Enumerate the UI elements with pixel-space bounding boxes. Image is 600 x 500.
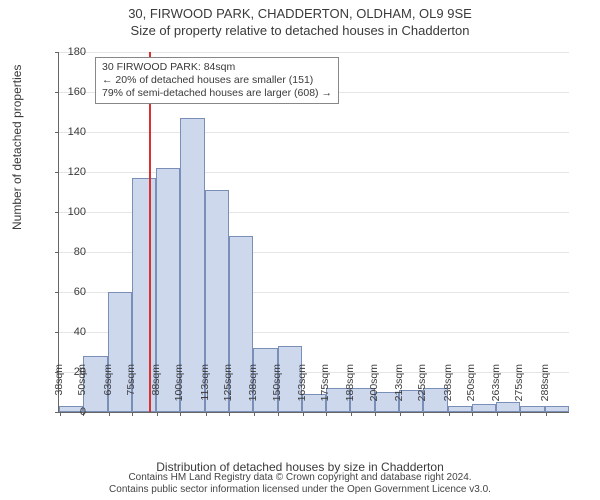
reference-line xyxy=(149,52,151,412)
xtick-label: 175sqm xyxy=(319,364,331,401)
histogram-bar xyxy=(520,406,544,412)
xtick-mark xyxy=(206,412,207,416)
page-title-line1: 30, FIRWOOD PARK, CHADDERTON, OLDHAM, OL… xyxy=(0,0,600,21)
xtick-mark xyxy=(400,412,401,416)
ytick-label: 180 xyxy=(46,46,86,58)
footer-line1: Contains HM Land Registry data © Crown c… xyxy=(0,472,600,484)
xtick-label: 63sqm xyxy=(102,364,114,396)
annotation-line: 79% of semi-detached houses are larger (… xyxy=(102,87,332,100)
xtick-label: 213sqm xyxy=(393,364,405,401)
xtick-mark xyxy=(375,412,376,416)
xtick-mark xyxy=(423,412,424,416)
xtick-label: 150sqm xyxy=(271,364,283,401)
xtick-label: 225sqm xyxy=(416,364,428,401)
xtick-label: 238sqm xyxy=(442,364,454,401)
xtick-label: 288sqm xyxy=(539,364,551,401)
gridline xyxy=(59,132,569,133)
ytick-label: 40 xyxy=(46,326,86,338)
xtick-label: 38sqm xyxy=(53,364,65,396)
xtick-label: 100sqm xyxy=(173,364,185,401)
ytick-label: 120 xyxy=(46,166,86,178)
xtick-label: 250sqm xyxy=(465,364,477,401)
page-title-line2: Size of property relative to detached ho… xyxy=(0,21,600,38)
xtick-label: 163sqm xyxy=(296,364,308,401)
annotation-box: 30 FIRWOOD PARK: 84sqm← 20% of detached … xyxy=(95,57,339,104)
xtick-mark xyxy=(157,412,158,416)
xtick-label: 125sqm xyxy=(222,364,234,401)
annotation-line: ← 20% of detached houses are smaller (15… xyxy=(102,74,332,87)
xtick-label: 113sqm xyxy=(199,364,211,401)
xtick-mark xyxy=(229,412,230,416)
xtick-label: 188sqm xyxy=(344,364,356,401)
ytick-label: 160 xyxy=(46,86,86,98)
xtick-label: 263sqm xyxy=(490,364,502,401)
xtick-mark xyxy=(132,412,133,416)
histogram-bar xyxy=(448,406,472,412)
xtick-mark xyxy=(278,412,279,416)
histogram-bar xyxy=(545,406,569,412)
xtick-mark xyxy=(303,412,304,416)
histogram-bar xyxy=(496,402,520,412)
xtick-label: 200sqm xyxy=(368,364,380,401)
ytick-label: 140 xyxy=(46,126,86,138)
xtick-mark xyxy=(109,412,110,416)
xtick-mark xyxy=(449,412,450,416)
xtick-label: 50sqm xyxy=(76,364,88,396)
xtick-mark xyxy=(180,412,181,416)
footer-line2: Contains public sector information licen… xyxy=(0,484,600,496)
xtick-mark xyxy=(472,412,473,416)
ytick-label: 100 xyxy=(46,206,86,218)
annotation-line: 30 FIRWOOD PARK: 84sqm xyxy=(102,61,332,74)
xtick-mark xyxy=(546,412,547,416)
xtick-label: 75sqm xyxy=(125,364,137,396)
ytick-label: 0 xyxy=(46,406,86,418)
xtick-label: 275sqm xyxy=(513,364,525,401)
gridline xyxy=(59,52,569,53)
xtick-mark xyxy=(520,412,521,416)
xtick-mark xyxy=(497,412,498,416)
gridline xyxy=(59,172,569,173)
histogram-plot xyxy=(58,52,569,413)
attribution-footer: Contains HM Land Registry data © Crown c… xyxy=(0,472,600,496)
xtick-label: 88sqm xyxy=(150,364,162,396)
xtick-mark xyxy=(351,412,352,416)
xtick-mark xyxy=(254,412,255,416)
ytick-label: 60 xyxy=(46,286,86,298)
xtick-label: 138sqm xyxy=(247,364,259,401)
ytick-label: 80 xyxy=(46,246,86,258)
histogram-bar xyxy=(472,404,496,412)
y-axis-label: Number of detached properties xyxy=(10,65,24,230)
xtick-mark xyxy=(326,412,327,416)
